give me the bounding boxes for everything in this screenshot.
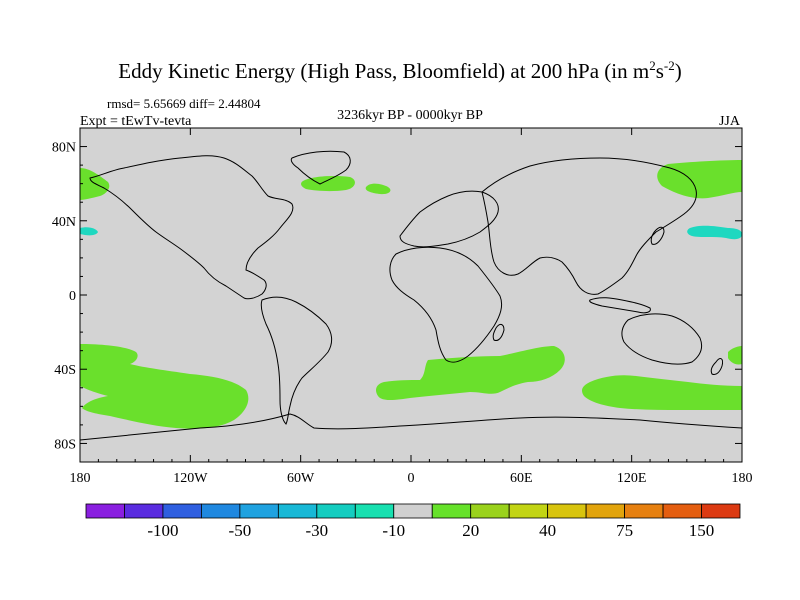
colorbar-box: [85, 503, 125, 519]
latitude-axis: 80N 40N 0 40S 80S: [52, 141, 742, 452]
lon-label: 60E: [510, 471, 533, 486]
coastline-australia: [621, 313, 703, 365]
colorbar-box: [470, 503, 510, 519]
coastline-japan: [650, 226, 665, 245]
colorbar-label: -10: [382, 521, 405, 540]
colorbar-box: [124, 503, 164, 519]
colorbar-label: -30: [305, 521, 328, 540]
positive-anomaly-south-indian: [582, 375, 742, 410]
plot-title: Eddy Kinetic Energy (High Pass, Bloomfie…: [118, 58, 682, 83]
colorbar-box: [508, 503, 549, 519]
colorbar-labels: -100 -50 -30 -10 20 40 75 150: [147, 521, 714, 540]
lat-label: 80N: [52, 141, 76, 156]
colorbar-box: [547, 503, 587, 519]
colorbar-box: [624, 503, 664, 519]
lat-label: 0: [69, 289, 76, 304]
coastline-north-america: [89, 155, 294, 300]
lat-label: 40S: [54, 363, 76, 378]
rmsd-diff-stats: rmsd= 5.65669 diff= 2.44804: [107, 96, 261, 111]
coastline-greenland: [290, 150, 351, 185]
coastline-africa: [389, 246, 503, 363]
lon-label: 60W: [287, 471, 315, 486]
colorbar-box: [162, 503, 202, 519]
positive-anomaly-iceland: [365, 183, 391, 195]
period-label: 3236kyr BP - 0000kyr BP: [337, 108, 483, 123]
negative-anomaly-north-pacific-east: [80, 227, 98, 236]
positive-anomaly-south-atlantic: [376, 346, 565, 400]
colorbar-box: [431, 503, 472, 519]
colorbar-box: [354, 503, 395, 519]
positive-anomaly-north-pacific-east: [80, 168, 110, 200]
coastlines: [80, 150, 742, 462]
coastline-new-zealand: [710, 358, 723, 375]
coastline-antarctica: [80, 413, 742, 462]
colorbar-label: -50: [229, 521, 252, 540]
coastline-madagascar: [492, 323, 505, 341]
season-label: JJA: [718, 114, 740, 129]
coastline-south-america: [260, 296, 333, 425]
lon-label: 120W: [173, 471, 208, 486]
lon-label: 120E: [617, 471, 647, 486]
colorbar-label: 75: [616, 521, 633, 540]
coastline-asia: [481, 157, 697, 295]
positive-anomaly-greenland-east: [301, 176, 355, 192]
negative-anomaly-north-pacific-west: [687, 225, 742, 240]
colorbar-label: 20: [462, 521, 479, 540]
lat-label: 40N: [52, 215, 76, 230]
coastline-indonesia: [589, 297, 651, 314]
colorbar-box: [585, 503, 625, 519]
colorbar-box: [316, 503, 356, 519]
colorbar-box: [239, 503, 279, 519]
positive-anomaly-south-pacific: [80, 344, 249, 429]
colorbar: [85, 503, 741, 519]
colorbar-box: [393, 503, 433, 519]
positive-anomaly-north-pacific-west: [657, 160, 742, 199]
colorbar-label: 150: [689, 521, 715, 540]
colorbar-label: -100: [147, 521, 178, 540]
colorbar-box: [277, 503, 318, 519]
lon-label: 180: [732, 471, 753, 486]
anomaly-layer: [80, 160, 742, 429]
lat-label: 80S: [54, 437, 76, 452]
positive-anomaly-tasman: [728, 346, 742, 365]
colorbar-box: [701, 503, 741, 519]
colorbar-box: [662, 503, 702, 519]
lon-label: 0: [408, 471, 415, 486]
longitude-axis: 180 120W 60W 0 60E 120E 180: [70, 128, 753, 486]
lon-label: 180: [70, 471, 91, 486]
colorbar-label: 40: [539, 521, 556, 540]
experiment-label: Expt = tEwTv-tevta: [80, 114, 192, 129]
colorbar-box: [201, 503, 241, 519]
